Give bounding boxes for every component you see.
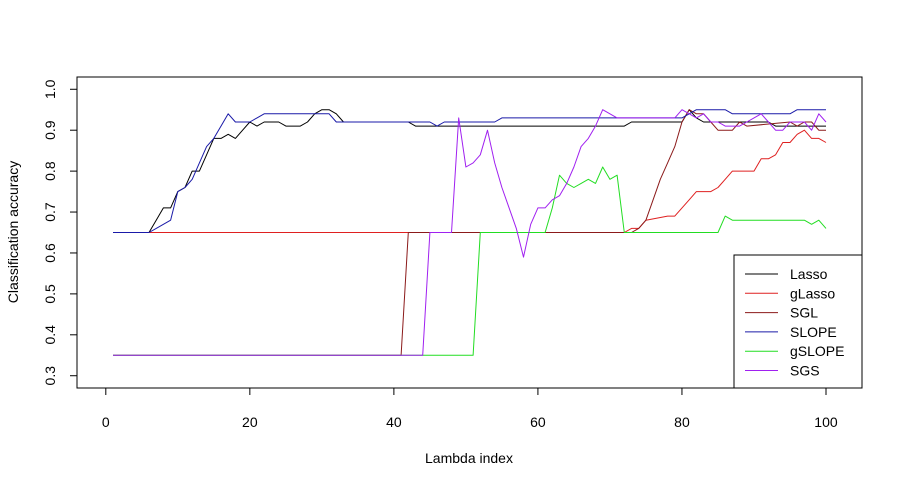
legend-label-glasso: gLasso [790, 285, 835, 301]
series-line-gslope [113, 166, 827, 356]
x-tick-label: 100 [814, 414, 838, 430]
legend-label-lasso: Lasso [790, 266, 828, 282]
x-tick-label: 60 [530, 414, 546, 430]
y-tick-label: 0.3 [42, 366, 58, 386]
y-tick-label: 0.5 [42, 284, 58, 304]
series-lines [113, 109, 827, 356]
y-tick-label: 0.6 [42, 243, 58, 263]
x-tick-label: 0 [102, 414, 110, 430]
y-tick-label: 0.9 [42, 120, 58, 140]
y-tick-label: 0.4 [42, 325, 58, 345]
legend-label-sgl: SGL [790, 305, 818, 321]
x-tick-label: 80 [674, 414, 690, 430]
x-axis-title: Lambda index [425, 450, 513, 466]
series-line-sgs [113, 109, 827, 356]
y-tick-label: 0.8 [42, 161, 58, 181]
legend-label-gslope: gSLOPE [790, 343, 844, 359]
legend-box [733, 254, 863, 389]
series-line-lasso [113, 109, 826, 233]
x-axis: 0 20 40 60 80 100 [102, 387, 838, 430]
x-tick-label: 40 [386, 414, 402, 430]
legend: Lasso gLasso SGL SLOPE gSLOPE SGS [733, 254, 863, 389]
y-axis-title: Classification accuracy [5, 161, 21, 303]
legend-label-slope: SLOPE [790, 324, 837, 340]
y-axis: 0.3 0.4 0.5 0.6 0.7 0.8 0.9 1.0 [42, 79, 78, 386]
series-line-slope [113, 109, 826, 233]
y-tick-label: 0.7 [42, 202, 58, 222]
x-tick-label: 20 [242, 414, 258, 430]
legend-label-sgs: SGS [790, 363, 820, 379]
series-line-glasso [113, 129, 827, 233]
y-tick-label: 1.0 [42, 79, 58, 99]
